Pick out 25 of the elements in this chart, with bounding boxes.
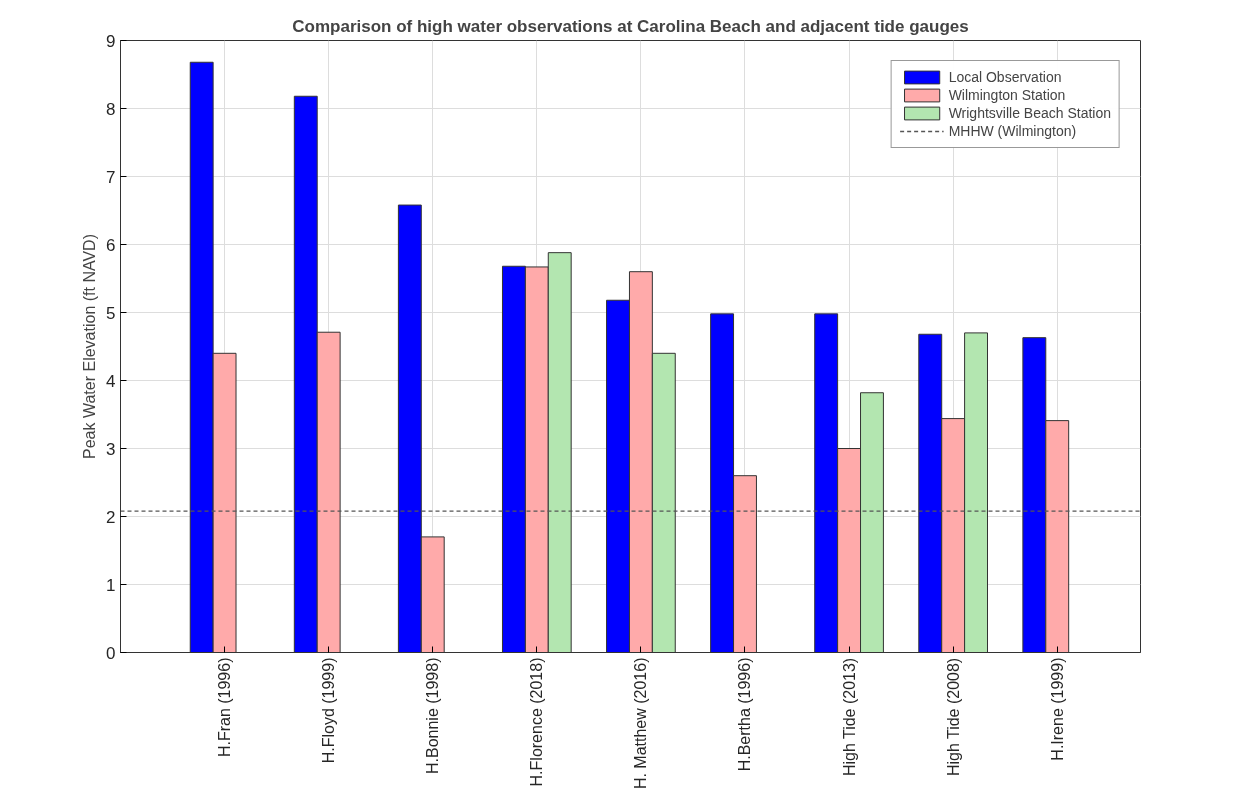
legend-label: Local Observation bbox=[948, 69, 1062, 85]
y-tick-label: 9 bbox=[106, 31, 116, 51]
y-tick-label: 5 bbox=[106, 303, 116, 323]
legend-label: MHHW (Wilmington) bbox=[948, 123, 1077, 139]
y-tick-label: 8 bbox=[106, 99, 116, 119]
x-tick-label: High Tide (2013) bbox=[840, 657, 858, 777]
y-tick-label: 4 bbox=[106, 371, 116, 391]
y-tick-label: 2 bbox=[106, 507, 116, 527]
y-axis-title: Peak Water Elevation (ft NAVD) bbox=[81, 234, 99, 459]
chart-title: Comparison of high water observations at Carolina Beach and adjacent tide gauges bbox=[292, 16, 969, 36]
x-tick-label: H.Floyd (1999) bbox=[320, 657, 338, 764]
x-tick-label: H.Fran (1996) bbox=[216, 657, 234, 758]
legend-label: Wilmington Station bbox=[948, 87, 1066, 103]
y-tick-label: 1 bbox=[106, 575, 116, 595]
x-tick-label: H.Bertha (1996) bbox=[736, 657, 754, 772]
x-tick-label: H. Matthew (2016) bbox=[632, 657, 650, 790]
x-tick-label: High Tide (2008) bbox=[944, 657, 962, 777]
x-tick-label: H.Bonnie (1998) bbox=[424, 657, 442, 775]
y-tick-label: 6 bbox=[106, 235, 116, 255]
x-tick-label: H.Florence (2018) bbox=[528, 657, 546, 787]
y-tick-label: 3 bbox=[106, 439, 116, 459]
y-tick-label: 0 bbox=[106, 643, 116, 663]
x-tick-label: H.Irene (1999) bbox=[1048, 657, 1066, 761]
y-tick-label: 7 bbox=[106, 167, 116, 187]
legend-label: Wrightsville Beach Station bbox=[948, 105, 1111, 121]
